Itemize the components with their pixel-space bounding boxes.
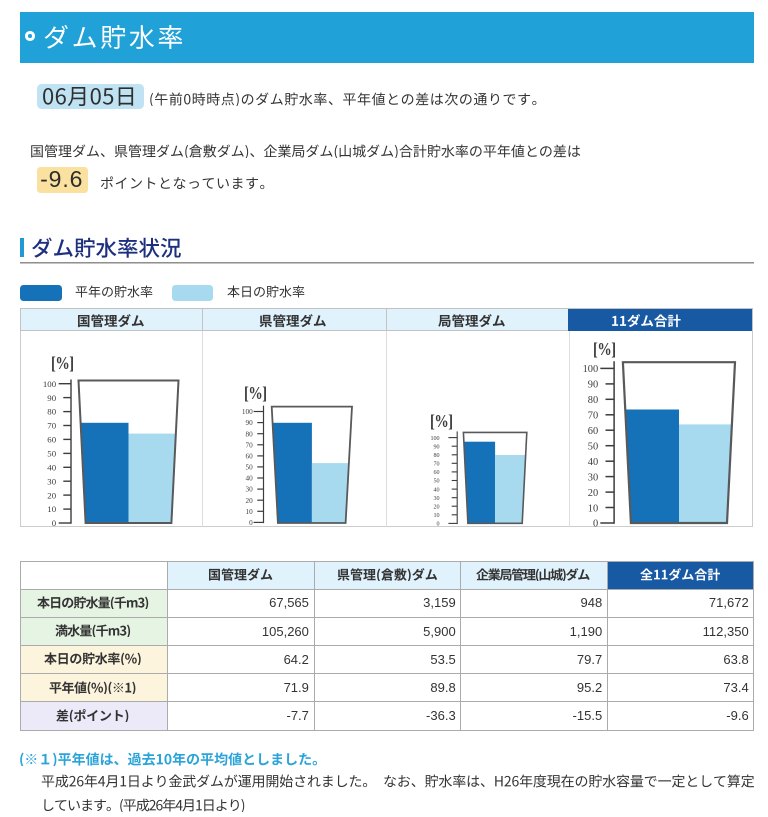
svg-text:100: 100: [242, 408, 253, 416]
svg-text:80: 80: [47, 407, 56, 417]
svg-text:50: 50: [47, 449, 56, 459]
svg-text:80: 80: [246, 430, 254, 438]
svg-text:30: 30: [246, 486, 254, 494]
svg-text:30: 30: [47, 476, 56, 486]
svg-text:60: 60: [47, 435, 56, 445]
svg-text:20: 20: [588, 488, 598, 499]
svg-text:50: 50: [588, 441, 598, 452]
svg-text:50: 50: [246, 464, 254, 472]
svg-text:70: 70: [588, 411, 598, 422]
svg-text:90: 90: [588, 380, 598, 391]
svg-text:10: 10: [588, 503, 598, 514]
svg-text:0: 0: [249, 519, 253, 527]
svg-text:10: 10: [246, 508, 254, 516]
svg-text:0: 0: [437, 522, 440, 528]
svg-text:90: 90: [434, 444, 440, 450]
svg-text:80: 80: [588, 395, 598, 406]
svg-text:0: 0: [593, 519, 598, 528]
svg-text:10: 10: [47, 504, 56, 514]
svg-text:30: 30: [588, 472, 598, 483]
svg-text:60: 60: [434, 470, 440, 476]
svg-text:40: 40: [47, 462, 56, 472]
svg-text:40: 40: [246, 475, 254, 483]
svg-text:0: 0: [52, 518, 57, 527]
svg-text:70: 70: [47, 421, 56, 431]
svg-text:80: 80: [434, 453, 440, 459]
svg-text:100: 100: [430, 436, 439, 442]
svg-text:30: 30: [434, 496, 440, 502]
svg-text:20: 20: [47, 490, 56, 500]
svg-text:90: 90: [246, 419, 254, 427]
svg-text:70: 70: [246, 441, 254, 449]
svg-text:60: 60: [246, 453, 254, 461]
svg-text:40: 40: [434, 487, 440, 493]
svg-text:60: 60: [588, 426, 598, 437]
svg-text:10: 10: [434, 513, 440, 519]
svg-text:20: 20: [434, 504, 440, 510]
svg-text:70: 70: [434, 462, 440, 468]
svg-text:40: 40: [588, 457, 598, 468]
svg-text:20: 20: [246, 497, 254, 505]
svg-text:100: 100: [43, 379, 57, 389]
svg-text:90: 90: [47, 393, 56, 403]
svg-text:100: 100: [583, 364, 599, 375]
svg-text:50: 50: [434, 479, 440, 485]
